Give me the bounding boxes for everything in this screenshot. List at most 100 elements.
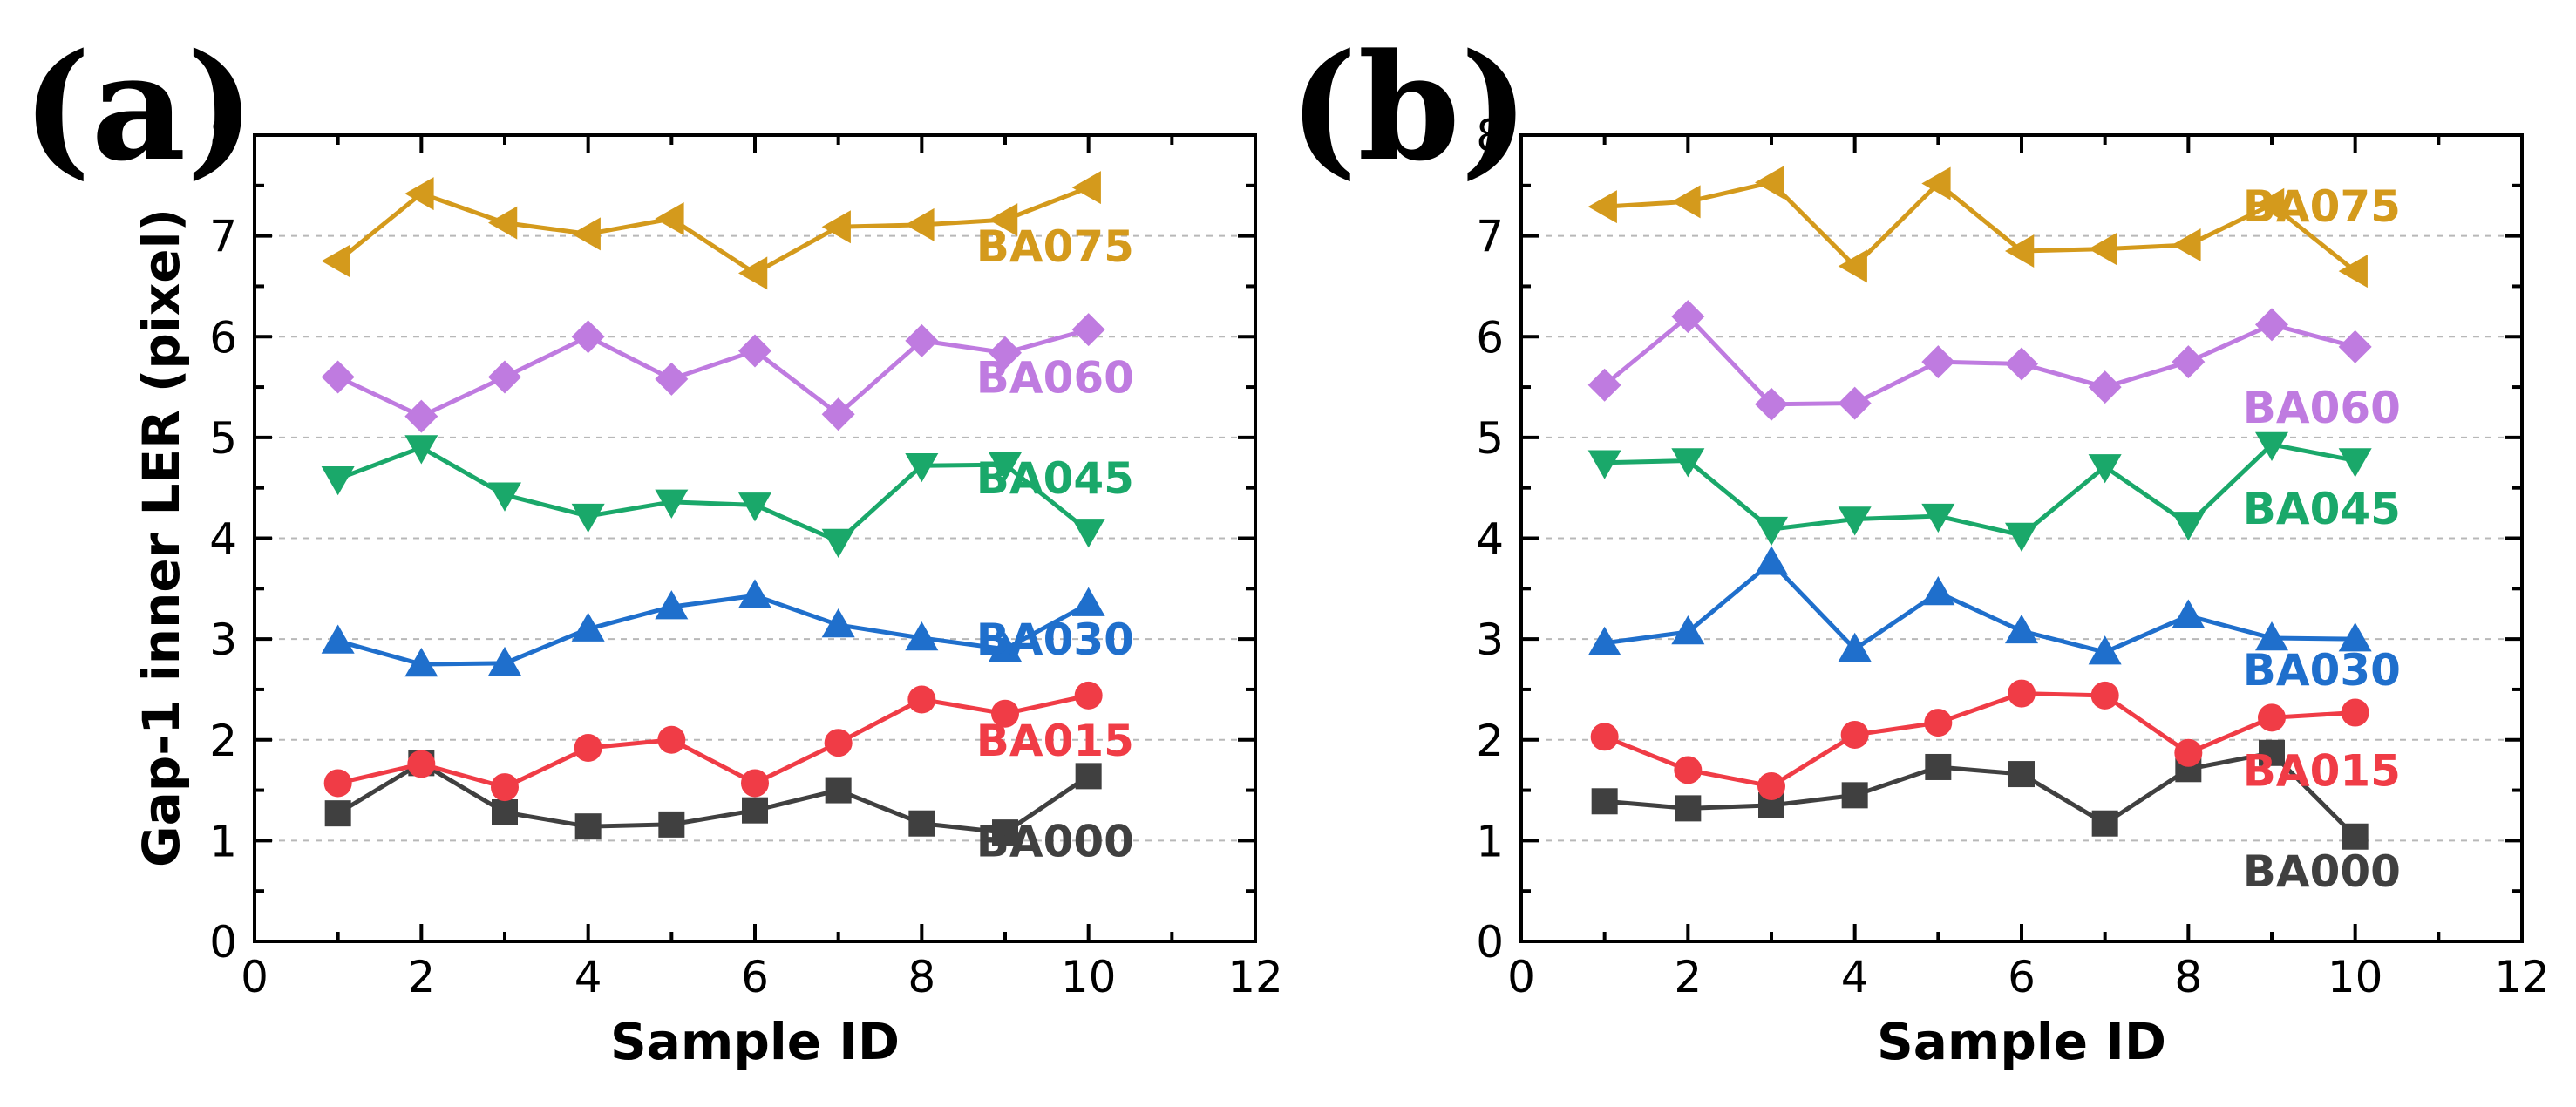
series-ba045: BA045 xyxy=(321,435,1134,558)
data-point xyxy=(821,397,855,431)
x-tick-label: 8 xyxy=(907,952,935,1002)
data-point xyxy=(657,725,686,754)
data-point xyxy=(492,799,518,825)
data-point xyxy=(1674,756,1703,784)
x-tick-label: 6 xyxy=(2008,952,2036,1002)
data-point xyxy=(1755,166,1784,200)
y-tick-label: 5 xyxy=(209,413,237,464)
series-label: BA030 xyxy=(2243,645,2401,696)
series-ba015: BA015 xyxy=(323,681,1134,802)
y-tick-label: 6 xyxy=(1476,312,1504,363)
data-point xyxy=(738,256,768,290)
y-tick-label: 5 xyxy=(1476,413,1504,464)
series-ba075: BA075 xyxy=(1587,166,2401,289)
data-point xyxy=(1921,166,1951,200)
data-point xyxy=(571,320,605,354)
y-axis-label: Gap-1 inner LER (pixel) xyxy=(132,208,191,867)
x-tick-label: 0 xyxy=(1507,952,1535,1002)
series-label: BA000 xyxy=(2243,846,2401,897)
data-point xyxy=(1071,587,1105,616)
data-point xyxy=(655,201,684,235)
data-point xyxy=(1587,450,1621,479)
y-tick-label: 8 xyxy=(209,111,237,161)
series-line xyxy=(336,445,1091,544)
series-line xyxy=(337,693,1090,790)
x-tick-label: 10 xyxy=(2328,952,2383,1002)
series-label: BA015 xyxy=(976,716,1134,766)
series-ba015: BA015 xyxy=(1590,679,2401,800)
data-point xyxy=(2341,698,2369,727)
y-tick-label: 0 xyxy=(209,917,237,968)
data-point xyxy=(571,217,601,251)
series-line xyxy=(336,185,1090,275)
data-point xyxy=(1924,709,1953,737)
data-point xyxy=(1755,516,1788,547)
data-point xyxy=(1838,249,1867,283)
data-point xyxy=(1755,546,1788,575)
series-label: BA075 xyxy=(976,221,1134,272)
series-line xyxy=(1604,180,2357,274)
data-point xyxy=(2008,761,2035,788)
data-point xyxy=(2174,738,2203,767)
data-point xyxy=(1840,720,1869,749)
y-tick-label: 8 xyxy=(1476,111,1504,161)
series-ba060: BA060 xyxy=(1587,300,2401,433)
series-line xyxy=(1604,560,2355,655)
x-tick-label: 6 xyxy=(741,952,769,1002)
data-point xyxy=(741,769,769,798)
x-axis-label: Sample ID xyxy=(610,1012,900,1071)
data-point xyxy=(905,453,939,483)
data-point xyxy=(821,210,851,244)
data-point xyxy=(1757,771,1785,800)
y-tick-label: 3 xyxy=(1476,615,1504,665)
data-point xyxy=(1590,723,1619,751)
data-point xyxy=(2088,232,2117,266)
x-tick-label: 0 xyxy=(241,952,268,1002)
data-point xyxy=(738,492,771,522)
x-tick-label: 8 xyxy=(2174,952,2202,1002)
series-label: BA045 xyxy=(2243,484,2401,534)
series-layer: BA000 BA015 BA030 BA045 BA060 BA075 xyxy=(1587,166,2401,897)
data-point xyxy=(2005,522,2038,553)
series-label: BA030 xyxy=(976,615,1134,665)
data-point xyxy=(1587,190,1617,224)
series-label: BA000 xyxy=(976,816,1134,866)
data-point xyxy=(658,811,685,838)
data-point xyxy=(742,797,768,824)
series-line xyxy=(336,327,1090,419)
data-point xyxy=(491,773,519,802)
panel-label-b: (b) xyxy=(1288,21,1529,194)
y-tick-label: 4 xyxy=(1476,514,1504,565)
data-point xyxy=(2255,431,2288,461)
series-label: BA060 xyxy=(2243,383,2401,433)
data-point xyxy=(989,203,1018,237)
data-point xyxy=(1591,788,1618,815)
x-tick-label: 12 xyxy=(1227,952,1283,1002)
data-point xyxy=(907,685,936,714)
data-point xyxy=(2255,621,2288,651)
series-line xyxy=(1604,750,2357,839)
data-point xyxy=(1921,575,1955,606)
data-point xyxy=(2005,347,2038,381)
data-point xyxy=(908,810,935,837)
data-point xyxy=(1675,795,1702,822)
data-point xyxy=(2255,308,2288,342)
data-point xyxy=(404,399,438,433)
series-label: BA075 xyxy=(2243,181,2401,232)
data-point xyxy=(905,207,935,241)
data-point xyxy=(488,646,521,676)
data-point xyxy=(1587,368,1621,402)
y-tick-label: 0 xyxy=(1476,917,1504,968)
y-tick-label: 1 xyxy=(209,816,237,866)
data-point xyxy=(321,360,355,394)
series-ba075: BA075 xyxy=(321,171,1134,290)
data-point xyxy=(404,648,438,677)
data-point xyxy=(1925,753,1952,780)
y-tick-label: 6 xyxy=(209,312,237,363)
data-point xyxy=(738,334,771,368)
data-point xyxy=(825,777,852,804)
series-layer: BA000 BA015 BA030 BA045 BA060 BA075 xyxy=(321,171,1134,866)
